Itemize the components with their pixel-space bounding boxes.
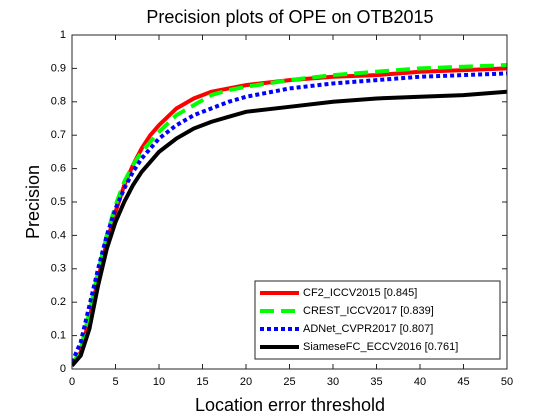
x-tick-label: 15 bbox=[196, 376, 208, 388]
series-line bbox=[72, 89, 507, 367]
x-tick-label: 5 bbox=[112, 376, 118, 388]
y-axis-label: Precision bbox=[23, 165, 43, 239]
y-tick-label: 0.9 bbox=[51, 62, 66, 74]
legend-label: ADNet_CVPR2017 [0.807] bbox=[303, 323, 433, 335]
y-tick-label: 0 bbox=[60, 363, 66, 375]
y-tick-label: 0.1 bbox=[51, 330, 66, 342]
y-tick-label: 0.6 bbox=[51, 163, 66, 175]
y-tick-label: 0.4 bbox=[51, 229, 66, 241]
chart-title: Precision plots of OPE on OTB2015 bbox=[146, 7, 433, 27]
legend-label: CF2_ICCV2015 [0.845] bbox=[303, 287, 417, 299]
x-tick-label: 40 bbox=[414, 376, 426, 388]
x-tick-label: 25 bbox=[283, 376, 295, 388]
y-tick-label: 0.5 bbox=[51, 196, 66, 208]
x-tick-label: 35 bbox=[370, 376, 382, 388]
y-tick-label: 0.3 bbox=[51, 263, 66, 275]
legend-label: CREST_ICCV2017 [0.839] bbox=[303, 305, 434, 317]
y-tick-label: 0.8 bbox=[51, 96, 66, 108]
y-tick-label: 1 bbox=[60, 29, 66, 41]
legend-label: SiameseFC_ECCV2016 [0.761] bbox=[303, 341, 458, 353]
x-axis-label: Location error threshold bbox=[195, 395, 385, 415]
x-tick-label: 0 bbox=[69, 376, 75, 388]
x-tick-label: 45 bbox=[457, 376, 469, 388]
x-tick-label: 10 bbox=[153, 376, 165, 388]
x-tick-label: 20 bbox=[240, 376, 252, 388]
y-tick-label: 0.7 bbox=[51, 129, 66, 141]
x-tick-label: 30 bbox=[327, 376, 339, 388]
x-tick-label: 50 bbox=[501, 376, 513, 388]
y-tick-label: 0.2 bbox=[51, 296, 66, 308]
plot-frame bbox=[71, 34, 508, 370]
series-line bbox=[72, 71, 507, 364]
